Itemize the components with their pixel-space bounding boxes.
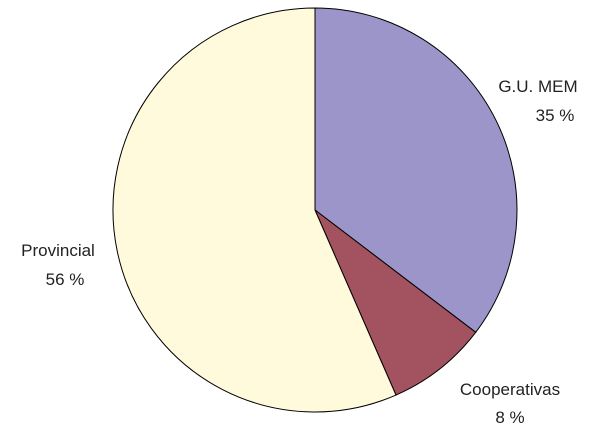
label-provincial: Provincial — [21, 241, 95, 260]
value-cooperativas: 8 % — [495, 408, 524, 427]
value-gu-mem: 35 % — [536, 106, 575, 125]
label-cooperativas: Cooperativas — [460, 380, 560, 399]
value-provincial: 56 % — [46, 270, 85, 289]
pie-slice-provincial — [112, 7, 397, 413]
pie-slice-cooperativas — [313, 208, 477, 396]
pie-labels: G.U. MEM 35 % Cooperativas 8 % Provincia… — [21, 77, 578, 427]
pie-slice-g-u-mem — [314, 7, 518, 334]
pie-slices — [112, 7, 518, 413]
label-gu-mem: G.U. MEM — [498, 77, 577, 96]
